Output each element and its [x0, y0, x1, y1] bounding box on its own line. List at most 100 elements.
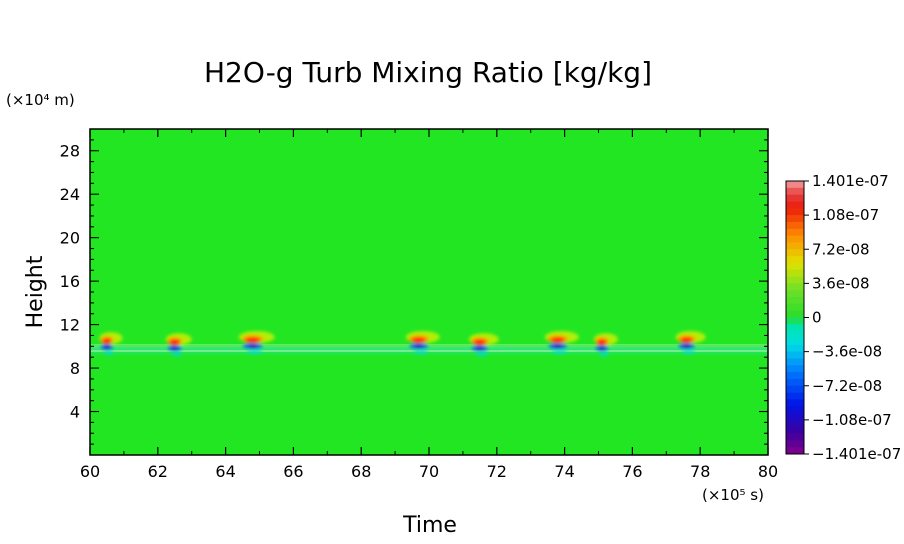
- colorbar-segment: [786, 235, 804, 243]
- feature-positive-core: [245, 337, 260, 343]
- feature-cyan-tail: [552, 350, 568, 355]
- x-tick-label: 78: [690, 462, 710, 481]
- colorbar-segment: [786, 256, 804, 264]
- feature-negative-core: [553, 344, 563, 348]
- colorbar-segment: [786, 303, 804, 312]
- x-tick-label: 76: [622, 462, 642, 481]
- y-tick-label: 16: [60, 272, 80, 291]
- colorbar-segment: [786, 228, 804, 236]
- x-tick-label: 60: [80, 462, 100, 481]
- x-tick-label: 68: [351, 462, 371, 481]
- y-tick-label: 12: [60, 316, 80, 335]
- feature-positive-core: [680, 337, 693, 343]
- feature-positive-core: [102, 338, 112, 344]
- colorbar-segment: [786, 276, 804, 284]
- colorbar-segment: [786, 297, 804, 305]
- x-tick-label: 74: [554, 462, 574, 481]
- feature-positive-core: [473, 339, 486, 345]
- y-unit-label: (×10⁴ m): [6, 91, 75, 109]
- colorbar-segment: [786, 215, 804, 223]
- heatmap-field: [90, 129, 768, 455]
- y-tick-label: 24: [60, 185, 80, 204]
- colorbar-segment: [786, 440, 804, 448]
- feature-negative-core: [475, 346, 484, 350]
- y-tick-label: 20: [60, 229, 80, 248]
- colorbar-segment: [786, 385, 804, 393]
- feature-positive-core: [551, 337, 565, 343]
- feature-cyan-tail: [104, 351, 114, 356]
- y-tick-label: 28: [60, 142, 80, 161]
- colorbar-segment: [786, 419, 804, 428]
- colorbar-segment: [786, 310, 804, 318]
- feature-cyan-tail: [413, 350, 429, 355]
- x-tick-label: 72: [487, 462, 507, 481]
- colorbar-segment: [786, 181, 804, 189]
- colorbar-segment: [786, 351, 804, 359]
- colorbar-segment: [786, 317, 804, 325]
- colorbar-segment: [786, 331, 804, 339]
- colorbar-segment: [786, 365, 804, 373]
- turbulence-band: [90, 344, 768, 356]
- colorbar-segment: [786, 392, 804, 400]
- x-tick-label: 70: [419, 462, 439, 481]
- x-tick-label: 62: [148, 462, 168, 481]
- colorbar-segment: [786, 290, 804, 298]
- colorbar-segment: [786, 378, 804, 387]
- x-axis: 60 62 64 66 68 70 72 74 76 78 80: [80, 129, 778, 481]
- colorbar-label: −3.6e-08: [812, 343, 882, 361]
- colorbar-segment: [786, 406, 804, 414]
- feature-negative-core: [171, 346, 179, 350]
- colorbar-segment: [786, 344, 804, 353]
- x-tick-label: 66: [283, 462, 303, 481]
- x-unit-label: (×10⁵ s): [702, 486, 764, 504]
- colorbar-segment: [786, 201, 804, 209]
- colorbar-segment: [786, 324, 804, 332]
- colorbar-label: 0: [812, 309, 822, 327]
- feature-negative-core: [682, 344, 691, 348]
- feature-positive-core: [412, 337, 426, 343]
- feature-cyan-tail: [598, 352, 609, 357]
- colorbar-segment: [786, 283, 804, 291]
- colorbar-segment: [786, 187, 804, 196]
- feature-negative-core: [247, 344, 258, 348]
- feature-cyan-tail: [171, 352, 183, 357]
- colorbar-segment: [786, 221, 804, 230]
- colorbar-label: −7.2e-08: [812, 377, 882, 395]
- colorbar-label: 3.6e-08: [812, 274, 870, 292]
- colorbar-segment: [786, 413, 804, 421]
- colorbar-segment: [786, 242, 804, 250]
- feature-negative-core: [414, 344, 424, 348]
- colorbar-segment: [786, 372, 804, 380]
- colorbar: 1.401e-07 1.08e-07 7.2e-08 3.6e-08 0 −3.6e-08…: [785, 172, 901, 463]
- colorbar-label: 1.401e-07: [812, 172, 889, 190]
- colorbar-segment: [786, 358, 804, 366]
- y-tick-label: 8: [70, 359, 80, 378]
- feature-negative-core: [598, 346, 606, 350]
- y-tick-label: 4: [70, 403, 80, 422]
- colorbar-segment: [786, 208, 804, 216]
- y-axis: 4 8 12 16 20 24 28: [60, 139, 768, 445]
- x-tick-label: 80: [758, 462, 778, 481]
- colorbar-segment: [786, 426, 804, 434]
- colorbar-label: 1.08e-07: [812, 206, 879, 224]
- feature-positive-core: [597, 339, 607, 345]
- feature-negative-core: [103, 345, 111, 349]
- colorbar-segment: [786, 249, 804, 257]
- colorbar-label: −1.401e-07: [812, 445, 901, 463]
- colorbar-segment: [786, 337, 804, 346]
- colorbar-segment: [786, 399, 804, 407]
- y-axis-title: Height: [23, 255, 48, 328]
- colorbar-label: 7.2e-08: [812, 240, 870, 258]
- x-tick-label: 64: [215, 462, 235, 481]
- feature-cyan-tail: [682, 350, 696, 355]
- colorbar-segment: [786, 269, 804, 277]
- feature-cyan-tail: [246, 350, 263, 355]
- heatmap-features: [99, 331, 706, 357]
- x-axis-title: Time: [402, 513, 457, 538]
- feature-cyan-tail: [475, 352, 489, 357]
- chart-title: H2O-g Turb Mixing Ratio [kg/kg]: [204, 56, 652, 89]
- colorbar-segment: [786, 447, 804, 455]
- plot-area: [89, 128, 769, 456]
- colorbar-segment: [786, 262, 804, 271]
